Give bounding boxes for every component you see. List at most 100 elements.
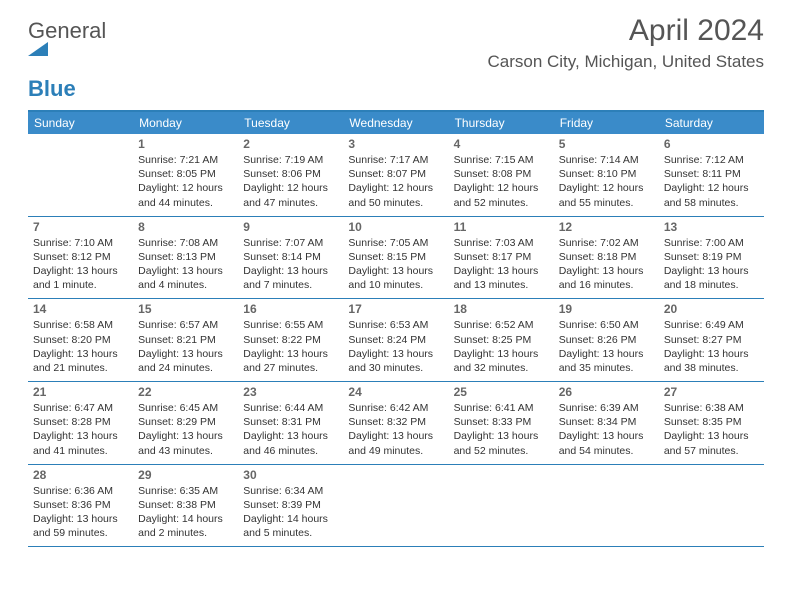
day-cell: 8Sunrise: 7:08 AMSunset: 8:13 PMDaylight… <box>133 217 238 299</box>
day-number: 19 <box>559 302 654 316</box>
day-info: Sunrise: 7:07 AMSunset: 8:14 PMDaylight:… <box>243 236 338 293</box>
day-cell: 24 Sunrise: 6:42 AMSunset: 8:32 PMDayligh… <box>343 382 448 464</box>
day-number: 20 <box>664 302 759 316</box>
day-cell: 9 Sunrise: 7:07 AMSunset: 8:14 PMDaylight… <box>238 217 343 299</box>
day-info: Sunrise: 6:39 AMSunset: 8:34 PMDaylight:… <box>559 401 654 458</box>
day-info: Sunrise: 6:34 AMSunset: 8:39 PMDaylight:… <box>243 484 338 541</box>
day-cell: 29Sunrise: 6:35 AMSunset: 8:38 PMDayligh… <box>133 465 238 547</box>
day-info: Sunrise: 7:15 AMSunset: 8:08 PMDaylight:… <box>454 153 549 210</box>
day-info: Sunrise: 7:02 AMSunset: 8:18 PMDaylight:… <box>559 236 654 293</box>
day-number: 26 <box>559 385 654 399</box>
empty-cell <box>343 465 448 547</box>
week-row: 1 Sunrise: 7:21 AMSunset: 8:05 PMDaylight… <box>28 134 764 217</box>
day-info: Sunrise: 6:45 AMSunset: 8:29 PMDaylight:… <box>138 401 233 458</box>
day-number: 6 <box>664 137 759 151</box>
header: General Blue April 2024 Carson City, Mic… <box>28 14 764 100</box>
day-info: Sunrise: 6:58 AMSunset: 8:20 PMDaylight:… <box>33 318 128 375</box>
day-number: 7 <box>33 220 128 234</box>
day-header-row: SundayMondayTuesdayWednesdayThursdayFrid… <box>28 112 764 134</box>
day-cell: 3Sunrise: 7:17 AMSunset: 8:07 PMDaylight… <box>343 134 448 216</box>
day-cell: 21Sunrise: 6:47 AMSunset: 8:28 PMDayligh… <box>28 382 133 464</box>
title-block: April 2024 Carson City, Michigan, United… <box>487 14 764 72</box>
day-cell: 4 Sunrise: 7:15 AMSunset: 8:08 PMDaylight… <box>449 134 554 216</box>
day-cell: 14 Sunrise: 6:58 AMSunset: 8:20 PMDayligh… <box>28 299 133 381</box>
day-number: 27 <box>664 385 759 399</box>
day-info: Sunrise: 7:21 AMSunset: 8:05 PMDaylight:… <box>138 153 233 210</box>
day-number: 30 <box>243 468 338 482</box>
day-info: Sunrise: 7:19 AMSunset: 8:06 PMDaylight:… <box>243 153 338 210</box>
day-info: Sunrise: 6:55 AMSunset: 8:22 PMDaylight:… <box>243 318 338 375</box>
day-number: 22 <box>138 385 233 399</box>
logo-triangle-icon <box>28 42 106 56</box>
empty-cell <box>28 134 133 216</box>
day-cell: 25 Sunrise: 6:41 AMSunset: 8:33 PMDayligh… <box>449 382 554 464</box>
day-number: 24 <box>348 385 443 399</box>
day-info: Sunrise: 7:14 AMSunset: 8:10 PMDaylight:… <box>559 153 654 210</box>
day-cell: 12 Sunrise: 7:02 AMSunset: 8:18 PMDayligh… <box>554 217 659 299</box>
day-info: Sunrise: 7:10 AMSunset: 8:12 PMDaylight:… <box>33 236 128 293</box>
day-cell: 17 Sunrise: 6:53 AMSunset: 8:24 PMDayligh… <box>343 299 448 381</box>
day-header: Wednesday <box>343 112 448 134</box>
day-number: 12 <box>559 220 654 234</box>
day-cell: 18 Sunrise: 6:52 AMSunset: 8:25 PMDayligh… <box>449 299 554 381</box>
day-number: 25 <box>454 385 549 399</box>
day-header: Saturday <box>659 112 764 134</box>
day-cell: 26 Sunrise: 6:39 AMSunset: 8:34 PMDayligh… <box>554 382 659 464</box>
day-number: 5 <box>559 137 654 151</box>
day-info: Sunrise: 6:50 AMSunset: 8:26 PMDaylight:… <box>559 318 654 375</box>
empty-cell <box>659 465 764 547</box>
day-info: Sunrise: 6:47 AMSunset: 8:28 PMDaylight:… <box>33 401 128 458</box>
day-cell: 28 Sunrise: 6:36 AMSunset: 8:36 PMDayligh… <box>28 465 133 547</box>
day-info: Sunrise: 7:03 AMSunset: 8:17 PMDaylight:… <box>454 236 549 293</box>
week-row: 7 Sunrise: 7:10 AMSunset: 8:12 PMDaylight… <box>28 217 764 300</box>
day-info: Sunrise: 6:53 AMSunset: 8:24 PMDaylight:… <box>348 318 443 375</box>
day-number: 8 <box>138 220 233 234</box>
day-number: 15 <box>138 302 233 316</box>
day-cell: 30 Sunrise: 6:34 AMSunset: 8:39 PMDayligh… <box>238 465 343 547</box>
day-info: Sunrise: 6:42 AMSunset: 8:32 PMDaylight:… <box>348 401 443 458</box>
day-info: Sunrise: 6:38 AMSunset: 8:35 PMDaylight:… <box>664 401 759 458</box>
day-info: Sunrise: 7:05 AMSunset: 8:15 PMDaylight:… <box>348 236 443 293</box>
day-number: 23 <box>243 385 338 399</box>
day-number: 28 <box>33 468 128 482</box>
day-header: Tuesday <box>238 112 343 134</box>
day-info: Sunrise: 6:44 AMSunset: 8:31 PMDaylight:… <box>243 401 338 458</box>
day-cell: 20Sunrise: 6:49 AMSunset: 8:27 PMDayligh… <box>659 299 764 381</box>
logo-text-blue: Blue <box>28 76 76 101</box>
day-number: 16 <box>243 302 338 316</box>
day-cell: 13 Sunrise: 7:00 AMSunset: 8:19 PMDayligh… <box>659 217 764 299</box>
week-row: 14 Sunrise: 6:58 AMSunset: 8:20 PMDayligh… <box>28 299 764 382</box>
day-cell: 10 Sunrise: 7:05 AMSunset: 8:15 PMDayligh… <box>343 217 448 299</box>
day-header: Monday <box>133 112 238 134</box>
day-cell: 11 Sunrise: 7:03 AMSunset: 8:17 PMDayligh… <box>449 217 554 299</box>
day-cell: 19 Sunrise: 6:50 AMSunset: 8:26 PMDayligh… <box>554 299 659 381</box>
empty-cell <box>449 465 554 547</box>
day-info: Sunrise: 6:36 AMSunset: 8:36 PMDaylight:… <box>33 484 128 541</box>
day-cell: 6 Sunrise: 7:12 AMSunset: 8:11 PMDaylight… <box>659 134 764 216</box>
week-row: 21Sunrise: 6:47 AMSunset: 8:28 PMDayligh… <box>28 382 764 465</box>
day-cell: 1 Sunrise: 7:21 AMSunset: 8:05 PMDaylight… <box>133 134 238 216</box>
location: Carson City, Michigan, United States <box>487 52 764 72</box>
day-cell: 15 Sunrise: 6:57 AMSunset: 8:21 PMDayligh… <box>133 299 238 381</box>
day-number: 11 <box>454 220 549 234</box>
day-cell: 2 Sunrise: 7:19 AMSunset: 8:06 PMDaylight… <box>238 134 343 216</box>
day-header: Thursday <box>449 112 554 134</box>
day-info: Sunrise: 6:57 AMSunset: 8:21 PMDaylight:… <box>138 318 233 375</box>
day-number: 14 <box>33 302 128 316</box>
day-cell: 23 Sunrise: 6:44 AMSunset: 8:31 PMDayligh… <box>238 382 343 464</box>
day-info: Sunrise: 6:41 AMSunset: 8:33 PMDaylight:… <box>454 401 549 458</box>
day-number: 10 <box>348 220 443 234</box>
day-header: Friday <box>554 112 659 134</box>
empty-cell <box>554 465 659 547</box>
day-number: 1 <box>138 137 233 151</box>
day-number: 2 <box>243 137 338 151</box>
day-info: Sunrise: 6:52 AMSunset: 8:25 PMDaylight:… <box>454 318 549 375</box>
day-number: 13 <box>664 220 759 234</box>
week-row: 28 Sunrise: 6:36 AMSunset: 8:36 PMDayligh… <box>28 465 764 548</box>
day-number: 17 <box>348 302 443 316</box>
day-number: 4 <box>454 137 549 151</box>
day-info: Sunrise: 7:12 AMSunset: 8:11 PMDaylight:… <box>664 153 759 210</box>
day-number: 18 <box>454 302 549 316</box>
day-info: Sunrise: 7:00 AMSunset: 8:19 PMDaylight:… <box>664 236 759 293</box>
day-number: 9 <box>243 220 338 234</box>
